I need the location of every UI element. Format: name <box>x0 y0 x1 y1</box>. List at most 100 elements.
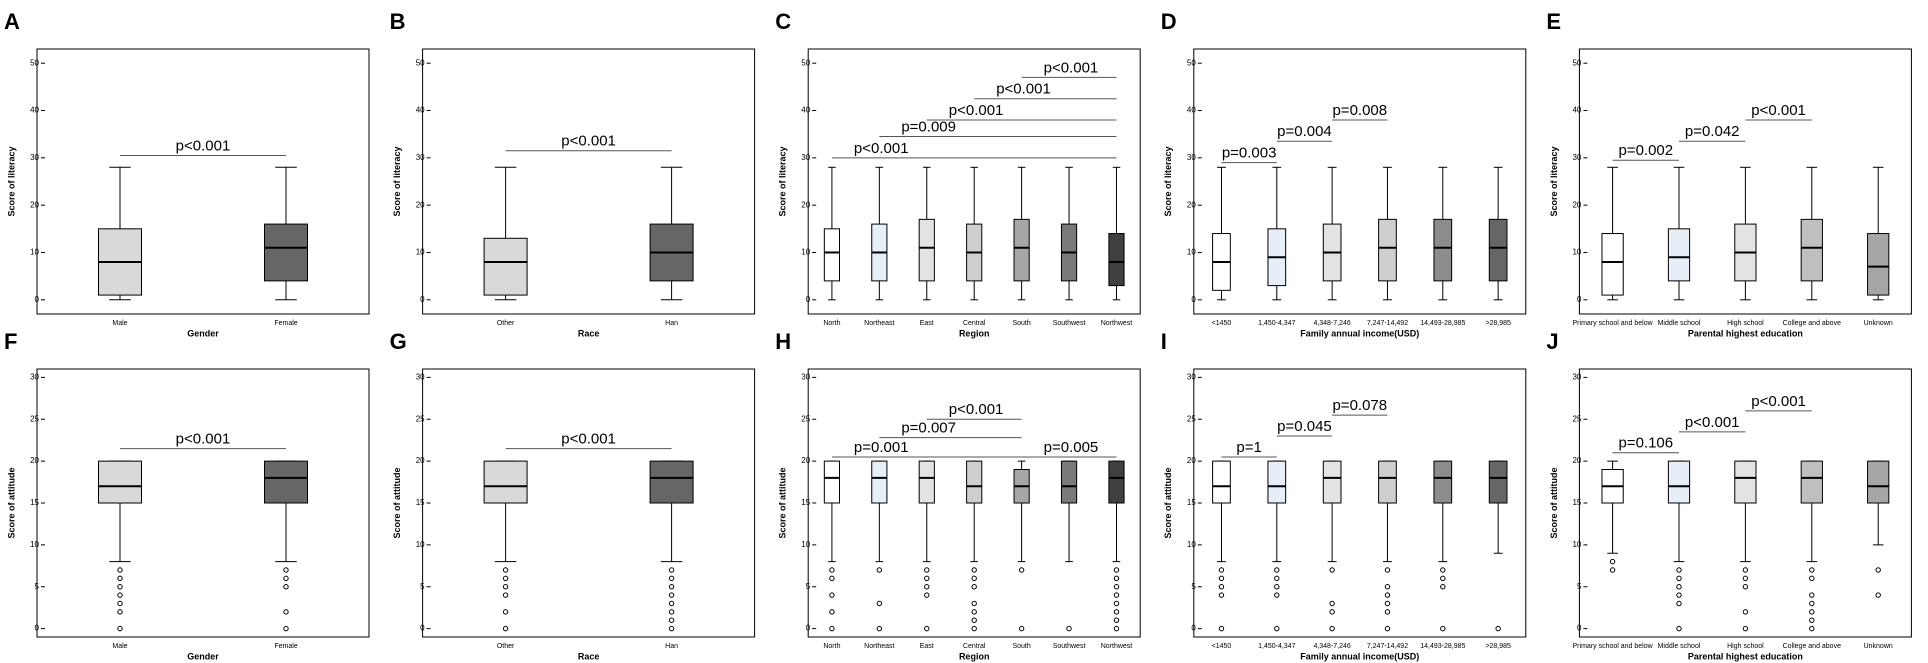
x-tick-label: Middle school <box>1658 320 1701 327</box>
outlier <box>1609 567 1616 573</box>
y-tick-label: 0 <box>806 295 811 304</box>
box <box>1108 460 1125 504</box>
y-tick-label: 20 <box>801 200 810 209</box>
outlier <box>1742 584 1749 590</box>
outlier <box>876 625 883 632</box>
outlier <box>1066 625 1072 632</box>
outlier <box>1676 592 1682 598</box>
y-tick-label: 30 <box>1572 153 1581 162</box>
x-axis-label: Region <box>959 651 990 661</box>
outlier <box>924 625 930 632</box>
outlier <box>283 567 289 573</box>
box <box>1013 218 1030 282</box>
outlier <box>1809 625 1815 632</box>
p-value: p=0.042 <box>1685 123 1740 140</box>
outlier <box>1218 625 1225 632</box>
outlier <box>1113 584 1120 590</box>
x-tick-label: Northwest <box>1101 643 1133 650</box>
y-axis-label: Score of literacy <box>1549 146 1559 216</box>
panel-letter: G <box>390 329 407 354</box>
y-tick-label: 10 <box>801 540 810 549</box>
outlier <box>1018 625 1025 632</box>
panel: F Score of attitude Gender 0 5 10 15 20 25 30 Male… <box>4 329 370 661</box>
x-tick-label: Han <box>665 320 678 327</box>
panel: B Score of literacy Race 0 10 20 30 40 50 Other Ha… <box>390 9 756 338</box>
outlier <box>1384 600 1391 607</box>
y-tick-label: 25 <box>30 414 39 423</box>
outlier <box>1218 584 1225 590</box>
p-value: p=1 <box>1236 439 1261 456</box>
y-axis-label: Score of attitude <box>6 467 16 538</box>
p-value: p=0.002 <box>1618 142 1673 159</box>
outlier <box>1384 592 1391 598</box>
outlier <box>283 609 289 615</box>
x-tick-label: South <box>1012 643 1030 650</box>
outlier <box>1809 567 1815 573</box>
outlier <box>117 609 123 615</box>
x-tick-label: Male <box>112 643 127 650</box>
y-tick-label: 25 <box>416 414 425 423</box>
outlier <box>668 617 675 623</box>
p-value: p=0.078 <box>1332 397 1387 414</box>
x-tick-label: 4,348-7,246 <box>1313 320 1350 327</box>
outlier <box>876 567 883 573</box>
box <box>1378 218 1397 282</box>
outlier <box>1676 575 1682 582</box>
outlier <box>502 567 509 573</box>
x-tick-label: Central <box>963 643 986 650</box>
x-tick-label: Unknown <box>1864 320 1893 327</box>
y-tick-label: 30 <box>801 372 810 381</box>
outlier <box>971 609 977 615</box>
outlier <box>668 600 675 607</box>
x-axis-label: Parental highest education <box>1688 651 1803 661</box>
x-axis-label: Gender <box>187 328 219 338</box>
y-tick-label: 30 <box>416 372 425 381</box>
y-axis-label: Score of attitude <box>1163 467 1173 538</box>
p-value: p<0.001 <box>176 431 231 448</box>
y-tick-label: 10 <box>1572 248 1581 257</box>
plot-frame <box>807 48 1141 315</box>
y-tick-label: 30 <box>1187 153 1196 162</box>
outlier <box>1274 567 1280 573</box>
box <box>1667 460 1691 504</box>
y-tick-label: 50 <box>416 58 425 67</box>
x-tick-label: Primary school and below <box>1573 320 1654 327</box>
outlier <box>1274 575 1280 582</box>
outlier <box>876 600 883 607</box>
y-tick-label: 15 <box>801 498 810 507</box>
p-value: p<0.001 <box>1685 414 1740 431</box>
box <box>1060 460 1078 504</box>
box <box>1601 233 1624 296</box>
p-value: p=0.004 <box>1277 123 1332 140</box>
y-axis-label: Score of literacy <box>392 146 402 216</box>
outlier <box>1113 575 1120 582</box>
plot-frame <box>422 368 756 638</box>
x-tick-label: Primary school and below <box>1573 643 1654 650</box>
box <box>649 460 694 504</box>
outlier <box>117 600 123 607</box>
box <box>1212 460 1231 504</box>
outlier <box>1329 625 1335 632</box>
outlier <box>924 575 930 582</box>
x-tick-label: Southwest <box>1053 643 1086 650</box>
x-tick-label: Other <box>497 320 515 327</box>
x-tick-label: North <box>823 643 840 650</box>
y-tick-label: 20 <box>416 200 425 209</box>
y-tick-label: 0 <box>806 624 811 633</box>
y-tick-label: 0 <box>1191 295 1196 304</box>
y-tick-label: 15 <box>416 498 425 507</box>
outlier <box>283 625 289 632</box>
plot-frame <box>36 48 370 315</box>
outlier <box>502 575 509 582</box>
panel: H Score of attitude Region 0 5 10 15 20 25 30 Nort… <box>775 329 1141 661</box>
outlier <box>1742 609 1749 615</box>
panel-letter: D <box>1161 9 1177 34</box>
y-tick-label: 40 <box>416 106 425 115</box>
y-tick-label: 20 <box>1187 456 1196 465</box>
y-tick-label: 20 <box>1187 200 1196 209</box>
box <box>264 223 308 282</box>
y-tick-label: 20 <box>416 456 425 465</box>
outlier <box>829 567 835 573</box>
y-tick-label: 0 <box>420 295 425 304</box>
outlier <box>1809 609 1815 615</box>
